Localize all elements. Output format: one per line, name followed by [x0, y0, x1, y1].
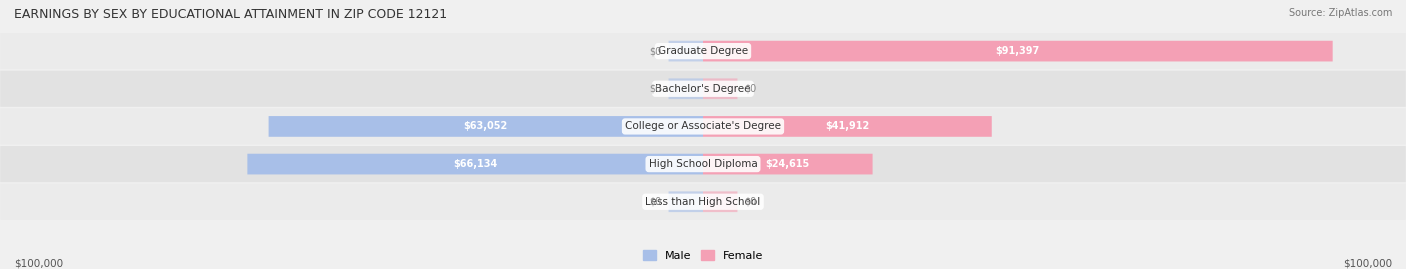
Text: High School Diploma: High School Diploma — [648, 159, 758, 169]
Text: Graduate Degree: Graduate Degree — [658, 46, 748, 56]
FancyBboxPatch shape — [703, 79, 738, 99]
Text: $0: $0 — [650, 84, 662, 94]
Text: Less than High School: Less than High School — [645, 197, 761, 207]
Text: $0: $0 — [650, 197, 662, 207]
FancyBboxPatch shape — [0, 184, 1406, 220]
FancyBboxPatch shape — [0, 71, 1406, 107]
FancyBboxPatch shape — [669, 41, 703, 62]
FancyBboxPatch shape — [0, 108, 1406, 144]
Text: $24,615: $24,615 — [766, 159, 810, 169]
Text: $91,397: $91,397 — [995, 46, 1040, 56]
FancyBboxPatch shape — [703, 154, 873, 174]
Text: College or Associate's Degree: College or Associate's Degree — [626, 121, 780, 132]
Text: $100,000: $100,000 — [14, 258, 63, 268]
Text: $66,134: $66,134 — [453, 159, 498, 169]
FancyBboxPatch shape — [0, 33, 1406, 69]
FancyBboxPatch shape — [247, 154, 703, 174]
Text: $0: $0 — [744, 84, 756, 94]
Text: $100,000: $100,000 — [1343, 258, 1392, 268]
FancyBboxPatch shape — [703, 192, 738, 212]
Text: $0: $0 — [650, 46, 662, 56]
FancyBboxPatch shape — [269, 116, 703, 137]
FancyBboxPatch shape — [703, 41, 1333, 62]
Legend: Male, Female: Male, Female — [643, 250, 763, 261]
FancyBboxPatch shape — [0, 146, 1406, 182]
Text: $63,052: $63,052 — [464, 121, 508, 132]
Text: $0: $0 — [744, 197, 756, 207]
Text: $41,912: $41,912 — [825, 121, 869, 132]
Text: EARNINGS BY SEX BY EDUCATIONAL ATTAINMENT IN ZIP CODE 12121: EARNINGS BY SEX BY EDUCATIONAL ATTAINMEN… — [14, 8, 447, 21]
FancyBboxPatch shape — [703, 116, 991, 137]
FancyBboxPatch shape — [669, 79, 703, 99]
Text: Source: ZipAtlas.com: Source: ZipAtlas.com — [1288, 8, 1392, 18]
Text: Bachelor's Degree: Bachelor's Degree — [655, 84, 751, 94]
FancyBboxPatch shape — [669, 192, 703, 212]
